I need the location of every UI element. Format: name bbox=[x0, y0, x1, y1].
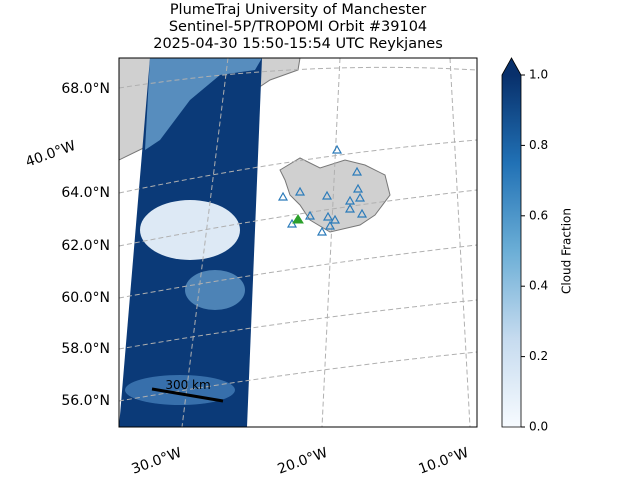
lat-label: 68.0°N bbox=[61, 81, 110, 97]
lon-label: 20.0°W bbox=[275, 445, 329, 478]
colorbar-tick-label: 0.6 bbox=[529, 208, 548, 222]
lon-label: 30.0°W bbox=[129, 445, 183, 478]
target-volcano bbox=[292, 214, 304, 224]
iceland bbox=[279, 157, 391, 233]
colorbar-tick-label: 0.8 bbox=[529, 138, 548, 152]
grid-line bbox=[119, 189, 477, 247]
title-line: Sentinel-5P/TROPOMI Orbit #39104 bbox=[169, 19, 427, 35]
cloud bbox=[145, 58, 262, 150]
colorbar-frame bbox=[501, 57, 522, 428]
colorbar-extend bbox=[502, 58, 521, 75]
grid-line bbox=[181, 58, 229, 427]
lat-label: 56.0°N bbox=[61, 393, 110, 409]
colorbar-tick-label: 0.4 bbox=[529, 279, 548, 293]
colorbar-fill bbox=[502, 75, 521, 427]
colorbar-tick-label: 0.2 bbox=[529, 349, 548, 363]
grid-line bbox=[119, 139, 477, 194]
volcano-markers bbox=[277, 144, 368, 236]
scale-bar-label: 300 km bbox=[165, 378, 210, 392]
title-line: PlumeTraj University of Manchester bbox=[170, 2, 426, 18]
colorbar-tick-label: 1.0 bbox=[529, 68, 548, 82]
grid-line bbox=[449, 58, 471, 427]
colorbar-label: Cloud Fraction bbox=[560, 208, 574, 294]
grid-line bbox=[119, 244, 477, 299]
map-frame bbox=[118, 57, 478, 428]
colorbar-tick-label: 0.0 bbox=[529, 420, 548, 434]
lon-label: 40.0°W bbox=[23, 138, 77, 171]
lat-label: 64.0°N bbox=[61, 185, 110, 201]
colorbar: Cloud Fraction 0.0 0.2 0.4 0.6 0.8 1.0 bbox=[501, 57, 574, 434]
cloud bbox=[185, 270, 245, 310]
title-line: 2025-04-30 15:50-15:54 UTC Reykjanes bbox=[153, 36, 443, 52]
grid-line bbox=[119, 299, 477, 350]
lat-label: 58.0°N bbox=[61, 341, 110, 357]
lat-label: 62.0°N bbox=[61, 238, 110, 254]
cloud bbox=[140, 200, 240, 260]
lat-label: 60.0°N bbox=[61, 290, 110, 306]
grid-line bbox=[321, 58, 341, 427]
grid-line bbox=[119, 66, 477, 89]
lon-label: 10.0°W bbox=[416, 445, 470, 478]
map-area: 300 km bbox=[119, 58, 477, 427]
scale-bar bbox=[151, 387, 224, 403]
